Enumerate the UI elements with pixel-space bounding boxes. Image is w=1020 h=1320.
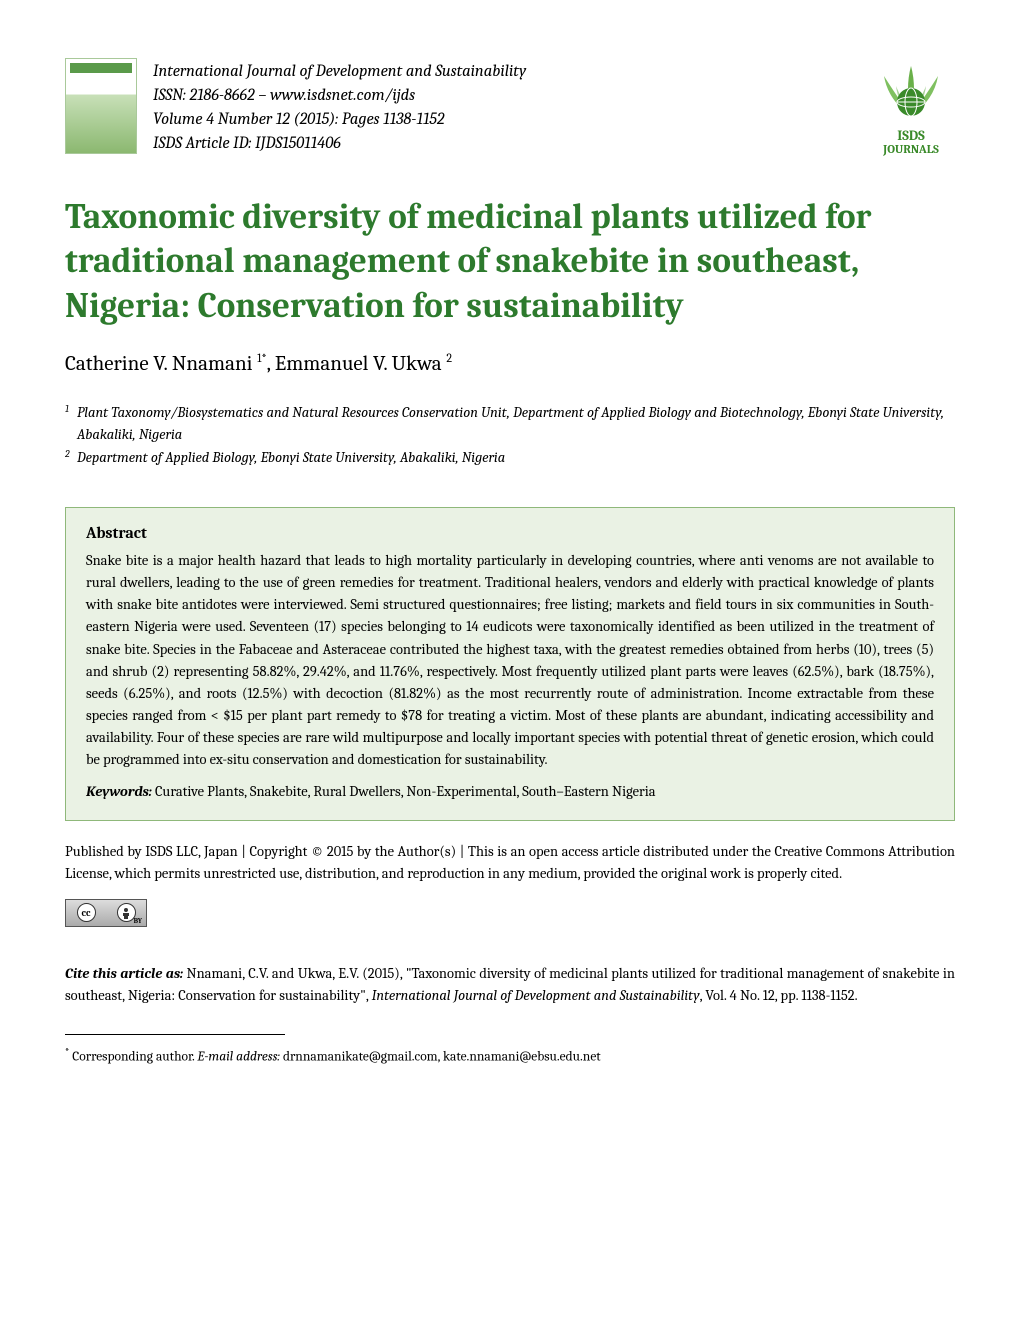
cc-by-badge: cc BY (65, 899, 147, 927)
affiliation-1-text: Plant Taxonomy/Biosystematics and Natura… (77, 402, 955, 447)
journal-info-block: International Journal of Development and… (153, 58, 859, 156)
footnote-rule (65, 1034, 285, 1035)
author-1-sup: 1* (257, 351, 266, 365)
affiliation-2-text: Department of Applied Biology, Ebonyi St… (77, 447, 505, 469)
author-2-name: Emmanuel V. Ukwa (275, 352, 446, 376)
abstract-body: Snake bite is a major health hazard that… (86, 550, 934, 770)
article-title: Taxonomic diversity of medicinal plants … (65, 195, 955, 329)
header-row: International Journal of Development and… (65, 58, 955, 157)
footnote-label: Corresponding author. (69, 1050, 197, 1065)
volume-line: Volume 4 Number 12 (2015): Pages 1138-11… (153, 108, 859, 132)
citation-block: Cite this article as: Nnamani, C.V. and … (65, 963, 955, 1007)
journal-cover-thumbnail (65, 58, 137, 154)
footnote-emails: drnnamanikate@gmail.com, kate.nnamani@eb… (283, 1050, 601, 1065)
journal-name: International Journal of Development and… (153, 60, 859, 84)
keywords-text: Curative Plants, Snakebite, Rural Dwelle… (155, 783, 656, 800)
authors-line: Catherine V. Nnamani 1*, Emmanuel V. Ukw… (65, 351, 955, 376)
affiliations-block: 1 Plant Taxonomy/Biosystematics and Natu… (65, 402, 955, 469)
isds-logo: ISDS JOURNALS (867, 58, 955, 157)
footnote-email-label: E-mail address: (197, 1050, 283, 1065)
cite-label: Cite this article as: (65, 965, 187, 982)
article-id-line: ISDS Article ID: IJDS15011406 (153, 132, 859, 156)
cite-journal-name: International Journal of Development and… (372, 987, 700, 1004)
by-label: BY (134, 917, 142, 925)
affiliation-2: 2 Department of Applied Biology, Ebonyi … (65, 447, 955, 469)
affiliation-1-num: 1 (65, 402, 77, 447)
abstract-heading: Abstract (86, 524, 934, 542)
author-2-sup: 2 (446, 351, 452, 365)
author-separator: , (267, 352, 275, 376)
keywords-label: Keywords: (86, 783, 155, 800)
logo-journals-text: JOURNALS (883, 142, 939, 156)
corresponding-author-footnote: * Corresponding author. E-mail address: … (65, 1045, 955, 1067)
keywords-line: Keywords: Curative Plants, Snakebite, Ru… (86, 781, 934, 803)
author-1-name: Catherine V. Nnamani (65, 352, 257, 376)
logo-text: ISDS JOURNALS (867, 128, 955, 157)
affiliation-2-num: 2 (65, 447, 77, 469)
license-text: Published by ISDS LLC, Japan | Copyright… (65, 841, 955, 885)
issn-line: ISSN: 2186-8662 – www.isdsnet.com/ijds (153, 84, 859, 108)
cc-icon: cc (77, 903, 96, 922)
leaf-globe-icon (870, 58, 952, 120)
cite-text-after: , Vol. 4 No. 12, pp. 1138-1152. (700, 987, 858, 1004)
affiliation-1: 1 Plant Taxonomy/Biosystematics and Natu… (65, 402, 955, 447)
abstract-box: Abstract Snake bite is a major health ha… (65, 507, 955, 821)
